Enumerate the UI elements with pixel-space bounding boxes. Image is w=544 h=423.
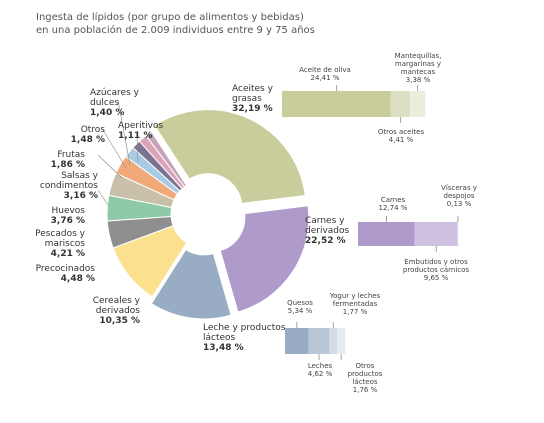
breakdown-value: 24,41 % — [310, 74, 340, 82]
breakdown-name: Leches — [307, 362, 333, 370]
breakdown-label: Otros productos lácteos 1,76 % — [340, 362, 390, 394]
breakdown-segment — [285, 328, 309, 354]
breakdown-value: 4,62 % — [307, 370, 333, 378]
breakdown-value: 5,34 % — [287, 307, 313, 315]
donut-segment — [153, 109, 306, 204]
breakdown-label: Leches 4,62 % — [300, 362, 340, 378]
category-name: Salsas y condimentos — [39, 171, 98, 191]
category-value: 32,19 % — [232, 104, 273, 114]
category-name: Pescados y mariscos — [35, 229, 85, 249]
category-value: 1,40 % — [90, 108, 125, 118]
category-name: Leche y productos lácteos — [203, 323, 286, 343]
category-label: Cereales y derivados 10,35 % — [70, 296, 140, 326]
breakdown-label: Aceite de oliva 24,41 % — [290, 66, 360, 82]
breakdown-value: 0,13 % — [446, 200, 472, 208]
breakdown-label: Embutidos y otros productos cárnicos 9,65… — [391, 258, 481, 282]
category-name: Huevos — [51, 206, 85, 216]
breakdown-name: Carnes — [380, 196, 406, 204]
donut-segment — [150, 248, 232, 320]
breakdown-value: 9,65 % — [423, 274, 449, 282]
chart-subtitle: en una población de 2.009 individuos ent… — [36, 25, 315, 36]
breakdown-name: Quesos — [287, 299, 313, 307]
category-value: 22,52 % — [305, 236, 346, 246]
breakdown-segment — [457, 222, 459, 246]
category-value: 13,48 % — [203, 343, 244, 353]
breakdown-segment — [414, 222, 458, 246]
breakdown-value: 1,76 % — [352, 386, 378, 394]
donut-segment — [145, 131, 188, 188]
category-value: 1,86 % — [50, 160, 85, 170]
breakdown-value: 3,38 % — [405, 76, 431, 84]
category-value: 3,16 % — [63, 191, 98, 201]
category-value: 1,48 % — [70, 135, 105, 145]
breakdown-label: Carnes 12,74 % — [368, 196, 418, 212]
category-name: Carnes y derivados — [305, 216, 350, 236]
breakdown-name: Otros productos lácteos — [347, 362, 383, 386]
category-name: Aceites y grasas — [232, 84, 273, 104]
breakdown-segment — [329, 328, 338, 354]
category-value: 4,48 % — [60, 274, 95, 284]
breakdown-segment — [337, 328, 346, 354]
breakdown-segment — [410, 91, 426, 117]
breakdown-segment — [390, 91, 411, 117]
breakdown-label: Yogur y leches fermentadas 1,77 % — [318, 292, 393, 316]
category-label: Salsas y condimentos 3,16 % — [20, 171, 98, 201]
category-label: Pescados y mariscos 4,21 % — [25, 229, 85, 259]
leader-line — [117, 99, 131, 166]
donut-segment — [219, 205, 310, 313]
breakdown-value: 4,41 % — [388, 136, 414, 144]
breakdown-label: Quesos 5,34 % — [280, 299, 320, 315]
breakdown-segment — [282, 91, 391, 117]
leader-line — [97, 189, 109, 206]
breakdown-label: Mantequillas, margarinas y mantecas 3,38 … — [378, 52, 458, 84]
category-name: Cereales y derivados — [92, 296, 140, 316]
category-value: 3,76 % — [50, 216, 85, 226]
category-label: Huevos 3,76 % — [25, 206, 85, 226]
category-name: Azúcares y dulces — [90, 88, 139, 108]
breakdown-label: Vísceras y despojos 0,13 % — [434, 184, 484, 208]
breakdown-value: 1,77 % — [342, 308, 368, 316]
category-label: Carnes y derivados 22,52 % — [305, 216, 367, 246]
category-name: Aperitivos — [118, 121, 164, 131]
breakdown-segment — [358, 222, 415, 246]
leader-line — [97, 154, 123, 179]
category-value: 4,21 % — [50, 249, 85, 259]
breakdown-value: 12,74 % — [378, 204, 408, 212]
breakdown-name: Otros aceites — [377, 128, 425, 136]
breakdown-name: Vísceras y despojos — [441, 184, 477, 200]
category-label: Aperitivos 1,11 % — [118, 121, 168, 141]
chart-title: Ingesta de lípidos (por grupo de aliment… — [36, 12, 304, 23]
category-label: Otros 1,48 % — [40, 125, 105, 145]
chart-title-block: Ingesta de lípidos (por grupo de aliment… — [36, 11, 315, 37]
category-label: Leche y productos lácteos 13,48 % — [203, 323, 293, 353]
leader-line — [102, 129, 127, 169]
category-label: Precocinados 4,48 % — [25, 264, 95, 284]
category-name: Otros — [80, 125, 105, 135]
category-name: Precocinados — [35, 264, 95, 274]
breakdown-label: Otros aceites 4,41 % — [376, 128, 426, 144]
category-value: 10,35 % — [99, 316, 140, 326]
breakdown-segment — [308, 328, 330, 354]
category-label: Frutas 1,86 % — [25, 150, 85, 170]
category-name: Frutas — [57, 150, 85, 160]
leader-line — [136, 136, 139, 163]
breakdown-name: Yogur y leches fermentadas — [329, 292, 381, 308]
category-label: Azúcares y dulces 1,40 % — [90, 88, 140, 118]
category-value: 1,11 % — [118, 131, 153, 141]
breakdown-name: Mantequillas, margarinas y mantecas — [394, 52, 442, 76]
category-label: Aceites y grasas 32,19 % — [232, 84, 288, 114]
breakdown-name: Embutidos y otros productos cárnicos — [402, 258, 470, 274]
breakdown-name: Aceite de oliva — [299, 66, 351, 74]
